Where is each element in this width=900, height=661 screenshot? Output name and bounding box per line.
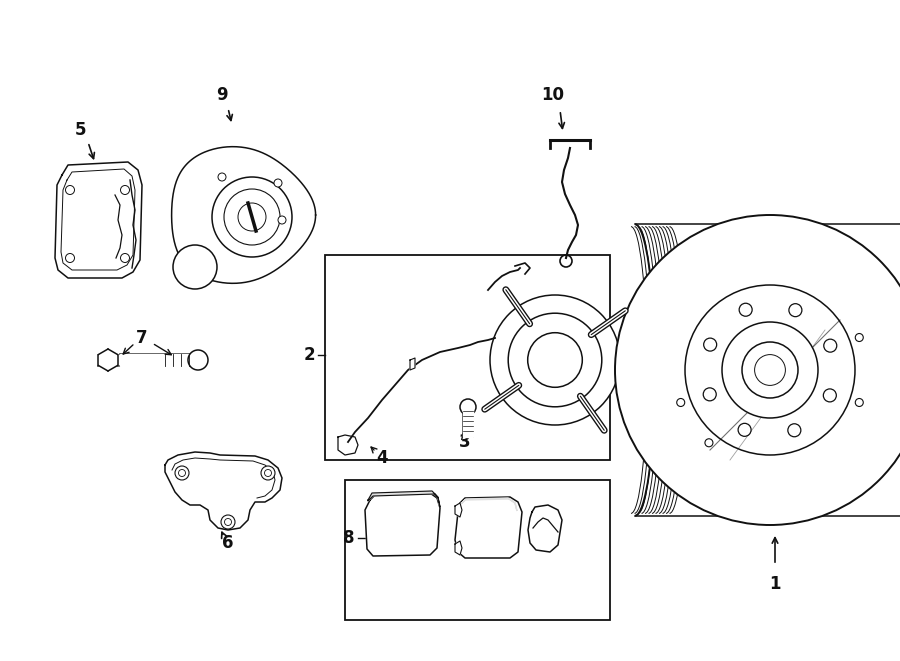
Circle shape	[278, 216, 286, 224]
Circle shape	[173, 245, 217, 289]
Circle shape	[261, 466, 275, 480]
Circle shape	[855, 399, 863, 407]
Text: 4: 4	[376, 449, 388, 467]
Circle shape	[788, 424, 801, 437]
Circle shape	[789, 303, 802, 317]
Circle shape	[615, 215, 900, 525]
Polygon shape	[461, 498, 517, 511]
Circle shape	[705, 439, 713, 447]
Polygon shape	[455, 541, 462, 555]
Text: 10: 10	[542, 86, 564, 104]
Circle shape	[66, 254, 75, 262]
Circle shape	[218, 173, 226, 181]
Circle shape	[677, 399, 685, 407]
Text: 7: 7	[136, 329, 148, 347]
Text: 5: 5	[74, 121, 86, 139]
Circle shape	[221, 515, 235, 529]
Circle shape	[265, 469, 272, 477]
Polygon shape	[410, 358, 415, 370]
Circle shape	[739, 303, 752, 316]
Polygon shape	[338, 435, 358, 455]
Circle shape	[212, 177, 292, 257]
Polygon shape	[120, 354, 195, 366]
Polygon shape	[455, 503, 462, 517]
Text: 3: 3	[459, 433, 471, 451]
Text: 9: 9	[216, 86, 228, 104]
Circle shape	[527, 332, 582, 387]
Circle shape	[704, 338, 716, 351]
Polygon shape	[455, 497, 522, 558]
Circle shape	[274, 179, 282, 187]
Circle shape	[824, 389, 836, 402]
Polygon shape	[528, 505, 562, 552]
Polygon shape	[55, 162, 142, 278]
Text: 8: 8	[344, 529, 355, 547]
Circle shape	[490, 295, 620, 425]
Circle shape	[742, 342, 798, 398]
Circle shape	[824, 339, 837, 352]
Polygon shape	[98, 349, 118, 371]
Circle shape	[738, 423, 752, 436]
Circle shape	[121, 186, 130, 194]
Text: 6: 6	[222, 534, 234, 552]
Text: 2: 2	[303, 346, 315, 364]
Bar	[325, 255, 610, 460]
Circle shape	[703, 388, 716, 401]
Polygon shape	[165, 452, 282, 530]
Circle shape	[178, 469, 185, 477]
Circle shape	[508, 313, 602, 407]
Circle shape	[66, 186, 75, 194]
Polygon shape	[463, 407, 473, 437]
Circle shape	[175, 466, 189, 480]
Circle shape	[224, 518, 231, 525]
Bar	[345, 480, 610, 620]
Polygon shape	[172, 147, 316, 284]
Circle shape	[460, 399, 476, 415]
Polygon shape	[368, 491, 440, 507]
Circle shape	[722, 322, 818, 418]
Circle shape	[855, 334, 863, 342]
Circle shape	[188, 350, 208, 370]
Text: 1: 1	[770, 575, 781, 593]
Polygon shape	[365, 493, 440, 556]
Circle shape	[121, 254, 130, 262]
